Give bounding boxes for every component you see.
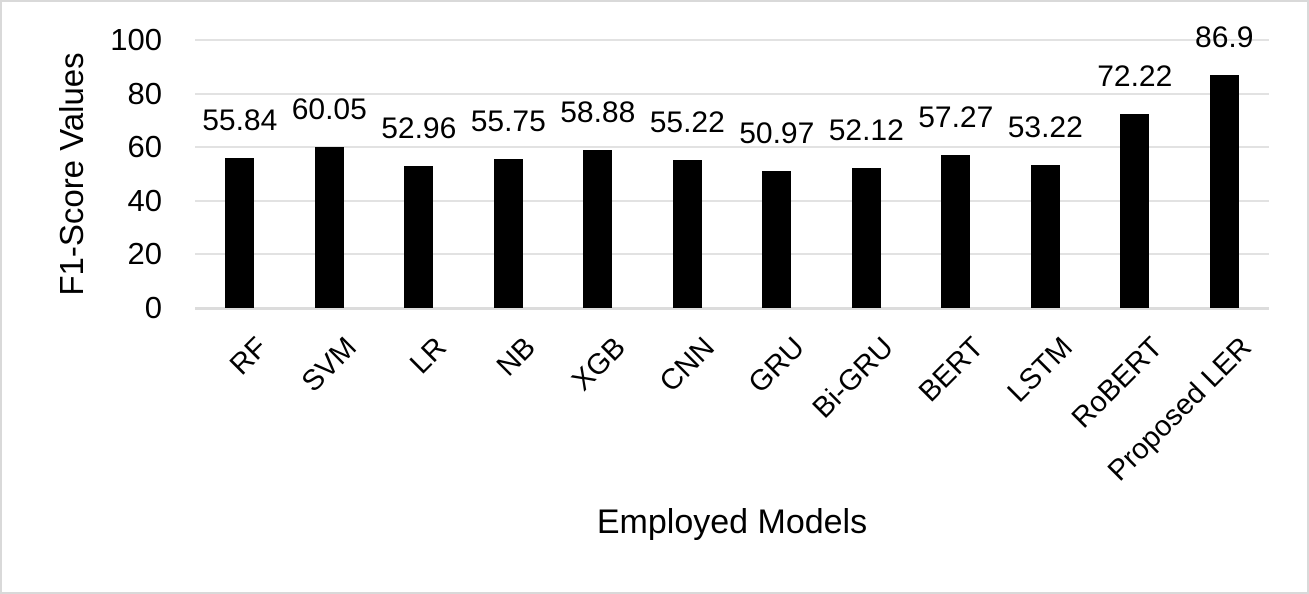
bar xyxy=(1030,165,1060,308)
bar xyxy=(762,171,792,308)
y-tick-label: 80 xyxy=(127,75,162,111)
gridline xyxy=(195,39,1269,41)
x-axis-title: Employed Models xyxy=(596,503,868,541)
bar-value-label: 57.27 xyxy=(918,100,994,134)
gridline xyxy=(195,253,1269,256)
y-tick-label: 20 xyxy=(127,236,162,272)
y-tick-label: 60 xyxy=(127,129,162,165)
bar-value-label: 53.22 xyxy=(1007,111,1083,145)
y-axis-title: F1-Score Values xyxy=(53,52,90,296)
bar xyxy=(1120,114,1150,308)
bar xyxy=(225,158,255,308)
bar-value-label: 55.75 xyxy=(470,104,546,138)
bar-value-label: 52.12 xyxy=(828,114,904,148)
bar xyxy=(404,166,434,308)
y-tick-label: 100 xyxy=(110,22,162,57)
bar-value-label: 86.9 xyxy=(1195,21,1254,55)
bar-value-label: 55.84 xyxy=(202,104,278,138)
bar xyxy=(314,147,344,308)
bar xyxy=(672,160,702,308)
gridline xyxy=(195,199,1269,202)
bar xyxy=(941,154,971,308)
bar-value-label: 50.97 xyxy=(739,117,815,151)
bar xyxy=(851,168,881,308)
bar-value-label: 60.05 xyxy=(291,93,367,127)
gridline xyxy=(195,146,1269,149)
bar-value-label: 52.96 xyxy=(381,112,457,146)
bar xyxy=(493,158,523,308)
axis-baseline xyxy=(195,307,1269,310)
bar-value-label: 72.22 xyxy=(1097,60,1173,94)
y-tick-label: 40 xyxy=(127,182,162,218)
gridline xyxy=(195,92,1269,95)
y-tick-label: 0 xyxy=(144,290,162,325)
bar xyxy=(1209,75,1239,308)
bar-value-label: 55.22 xyxy=(649,106,725,139)
bar-value-label: 58.88 xyxy=(560,96,636,130)
bar xyxy=(583,150,613,308)
